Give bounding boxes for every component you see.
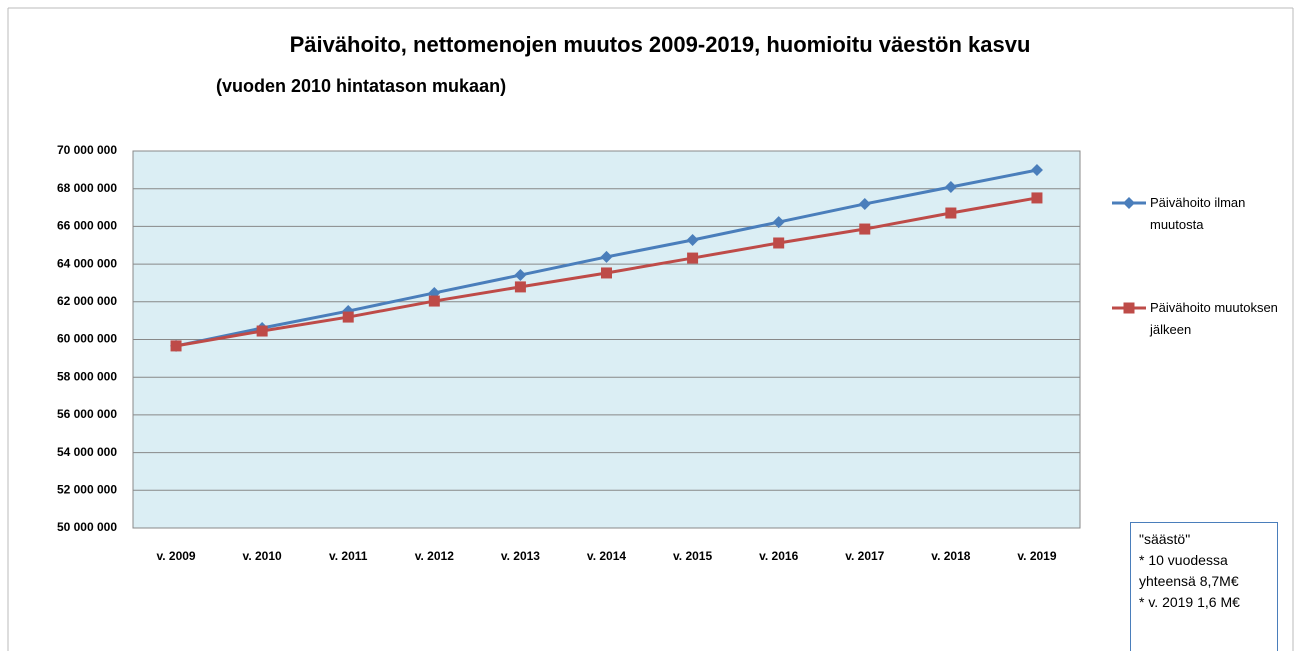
x-tick-label: v. 2017 bbox=[845, 549, 884, 563]
marker bbox=[945, 207, 957, 219]
annotation-box: "säästö" * 10 vuodessa yhteensä 8,7M€ * v.… bbox=[1130, 522, 1278, 651]
y-tick-label: 52 000 000 bbox=[57, 482, 117, 496]
marker bbox=[600, 250, 613, 263]
marker bbox=[944, 181, 957, 194]
marker bbox=[686, 233, 699, 246]
y-tick-label: 66 000 000 bbox=[57, 219, 117, 233]
marker bbox=[772, 216, 785, 229]
y-tick-label: 54 000 000 bbox=[57, 445, 117, 459]
x-tick-label: v. 2010 bbox=[243, 549, 282, 563]
y-tick-label: 70 000 000 bbox=[57, 143, 117, 157]
legend-label: Päivähoito ilman muutosta bbox=[1150, 195, 1246, 232]
y-tick-label: 60 000 000 bbox=[57, 332, 117, 346]
chart-title: Päivähoito, nettomenojen muutos 2009-201… bbox=[290, 32, 1031, 57]
annotation-line: "säästö" bbox=[1139, 531, 1191, 547]
marker bbox=[428, 295, 440, 307]
marker bbox=[170, 340, 182, 352]
x-tick-label: v. 2011 bbox=[329, 549, 368, 563]
y-tick-label: 58 000 000 bbox=[57, 369, 117, 383]
y-tick-label: 50 000 000 bbox=[57, 520, 117, 534]
marker bbox=[773, 237, 785, 249]
y-tick-label: 64 000 000 bbox=[57, 256, 117, 270]
y-tick-label: 62 000 000 bbox=[57, 294, 117, 308]
marker bbox=[1031, 192, 1043, 204]
x-tick-label: v. 2013 bbox=[501, 549, 540, 563]
marker bbox=[1123, 302, 1135, 314]
marker bbox=[858, 197, 871, 210]
marker bbox=[601, 267, 612, 279]
x-tick-label: v. 2016 bbox=[759, 549, 798, 563]
marker bbox=[256, 325, 268, 337]
x-tick-label: v. 2018 bbox=[931, 549, 970, 563]
x-tick-label: v. 2012 bbox=[415, 549, 454, 563]
x-tick-label: v. 2009 bbox=[156, 549, 195, 563]
marker bbox=[859, 223, 871, 235]
annotation-line: * v. 2019 1,6 M€ bbox=[1139, 594, 1240, 610]
marker bbox=[342, 311, 354, 323]
legend-label: Päivähoito muutoksen jälkeen bbox=[1150, 300, 1278, 337]
y-tick-label: 56 000 000 bbox=[57, 407, 117, 421]
marker bbox=[514, 269, 527, 282]
marker bbox=[514, 281, 526, 293]
x-tick-label: v. 2019 bbox=[1017, 549, 1056, 563]
x-tick-label: v. 2015 bbox=[673, 549, 712, 563]
annotation-line: * 10 vuodessa yhteensä 8,7M€ bbox=[1139, 552, 1239, 589]
y-tick-label: 68 000 000 bbox=[57, 181, 117, 195]
marker bbox=[1123, 197, 1135, 209]
marker bbox=[687, 252, 699, 264]
x-tick-label: v. 2014 bbox=[587, 549, 626, 563]
marker bbox=[1030, 164, 1043, 177]
chart-subtitle: (vuoden 2010 hintatason mukaan) bbox=[216, 76, 506, 96]
